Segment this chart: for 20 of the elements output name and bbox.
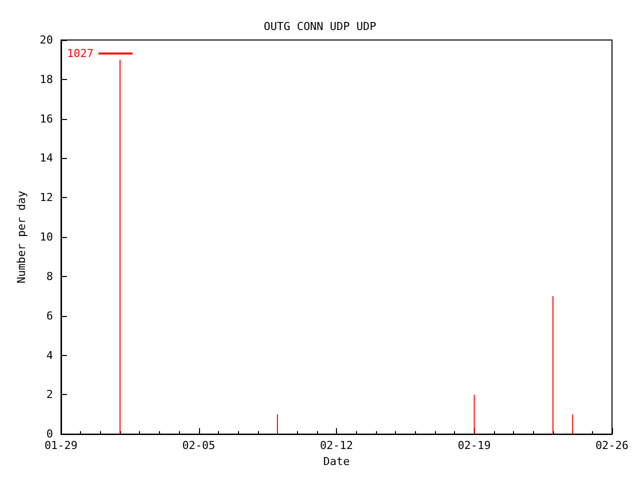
y-tick-label: 2	[46, 388, 53, 402]
x-tick-label: 02-26	[595, 439, 629, 452]
y-tick-label: 4	[46, 348, 54, 362]
y-tick-label: 6	[46, 309, 53, 322]
x-axis-title: Date	[323, 455, 350, 468]
x-tick-label: 02-05	[182, 439, 216, 452]
y-tick-label: 12	[40, 191, 53, 204]
y-tick-label: 8	[46, 270, 53, 283]
chart-title: OUTG CONN UDP UDP	[264, 20, 377, 33]
y-tick-label: 14	[40, 152, 54, 165]
x-tick-label: 02-12	[320, 439, 354, 452]
legend-label: 1027	[66, 47, 94, 60]
x-tick-label: 01-29	[44, 439, 78, 452]
y-axis-title: Number per day	[15, 190, 28, 284]
x-tick-label: 02-19	[458, 439, 491, 452]
y-tick-label: 0	[46, 428, 53, 441]
y-tick-label: 18	[40, 72, 53, 86]
y-tick-label: 20	[40, 34, 53, 46]
y-tick-label: 16	[40, 112, 53, 126]
y-tick-label: 10	[40, 230, 53, 244]
